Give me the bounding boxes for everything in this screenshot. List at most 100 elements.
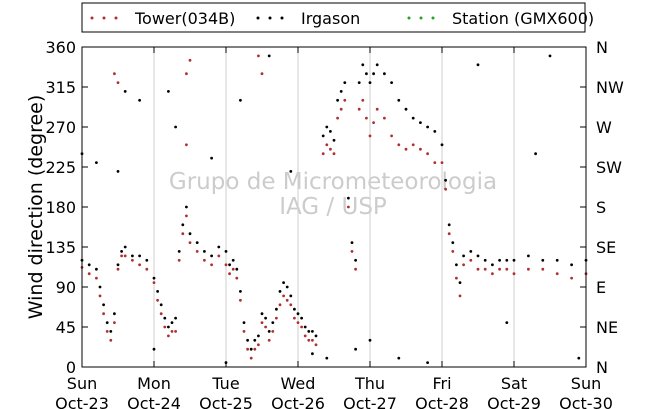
data-point — [375, 107, 379, 111]
data-point — [512, 272, 516, 276]
data-point — [455, 276, 458, 280]
legend-marker — [419, 16, 423, 20]
data-point — [138, 98, 142, 102]
data-point — [505, 267, 509, 271]
data-point — [325, 125, 329, 129]
data-point — [109, 330, 113, 333]
data-point — [361, 98, 365, 102]
y-tick-label: 180 — [45, 198, 76, 217]
data-point — [239, 290, 242, 293]
x-tick-label-day: Sat — [501, 374, 527, 393]
data-point — [257, 54, 260, 58]
data-point — [336, 116, 339, 120]
data-point — [498, 258, 501, 262]
data-point — [188, 232, 192, 236]
y-tick-label: 315 — [45, 78, 76, 97]
data-point — [368, 81, 372, 84]
data-point — [145, 267, 149, 271]
x-tick-label-day: Sun — [571, 374, 601, 393]
data-point — [116, 267, 120, 271]
data-point — [278, 303, 282, 307]
y-tick-label-right: N — [596, 358, 608, 377]
y-tick-label: 90 — [56, 278, 76, 297]
data-point — [455, 263, 458, 267]
data-point — [325, 356, 329, 360]
data-point — [152, 281, 156, 284]
data-point — [95, 267, 98, 271]
legend: Tower(034B) Irgason Station (GMX600) — [81, 2, 594, 33]
data-point — [249, 347, 253, 351]
data-point — [131, 258, 134, 262]
y-tick-label: 270 — [45, 118, 76, 137]
x-tick-label-date: Oct-23 — [55, 394, 109, 409]
data-point — [181, 232, 185, 236]
data-point — [185, 205, 188, 209]
data-point — [311, 352, 314, 356]
y-tick-label-right: W — [596, 118, 612, 137]
x-tick-label-day: Tue — [211, 374, 239, 393]
legend-marker — [280, 16, 284, 20]
data-point — [87, 272, 91, 276]
data-point — [285, 298, 289, 302]
data-point — [433, 161, 437, 165]
data-point — [447, 223, 451, 227]
data-point — [458, 281, 462, 284]
y-tick-label: 45 — [56, 318, 76, 337]
data-point — [228, 263, 232, 267]
data-point — [246, 347, 250, 351]
data-point — [289, 294, 293, 298]
data-point — [527, 267, 530, 271]
data-point — [404, 147, 408, 151]
data-point — [368, 338, 372, 342]
data-point — [239, 98, 242, 102]
data-point — [210, 263, 214, 267]
data-point — [444, 178, 447, 182]
data-point — [105, 321, 109, 324]
x-tick-label-date: Oct-29 — [487, 394, 541, 409]
data-point — [177, 258, 181, 262]
data-point — [95, 161, 98, 165]
data-point — [433, 130, 437, 133]
x-tick-label-day: Sun — [67, 374, 97, 393]
data-point — [325, 143, 329, 147]
data-point — [257, 343, 260, 347]
data-point — [152, 276, 156, 280]
data-point — [163, 325, 167, 329]
data-point — [253, 338, 257, 342]
x-tick-label-day: Thu — [354, 374, 385, 393]
data-point — [426, 361, 429, 364]
data-point — [235, 267, 239, 271]
data-point — [411, 116, 415, 120]
data-point — [534, 152, 537, 156]
data-point — [307, 338, 311, 342]
data-point — [203, 258, 206, 262]
data-point — [249, 356, 253, 360]
data-point — [339, 90, 343, 93]
data-point — [303, 325, 307, 329]
data-point — [570, 263, 573, 267]
watermark-line-2: IAG / USP — [279, 194, 387, 220]
data-point — [138, 254, 142, 258]
data-point — [311, 338, 314, 342]
legend-marker — [90, 16, 94, 20]
legend-marker — [256, 16, 260, 20]
watermark: Grupo de Micrometeorologia IAG / USP — [169, 169, 497, 220]
grid-lines — [153, 47, 515, 367]
data-point — [242, 330, 246, 333]
data-point — [411, 143, 415, 147]
data-point — [462, 254, 465, 258]
data-point — [332, 152, 336, 156]
data-point — [116, 81, 120, 84]
y-tick-label: 225 — [45, 158, 76, 177]
data-point — [555, 272, 559, 276]
data-points — [80, 54, 588, 364]
data-point — [311, 330, 314, 333]
data-point — [321, 134, 325, 138]
data-point — [102, 303, 105, 307]
data-point — [505, 321, 509, 324]
legend-label: Tower(034B) — [134, 9, 235, 28]
data-point — [260, 321, 264, 324]
data-point — [476, 63, 480, 67]
data-point — [170, 321, 174, 324]
